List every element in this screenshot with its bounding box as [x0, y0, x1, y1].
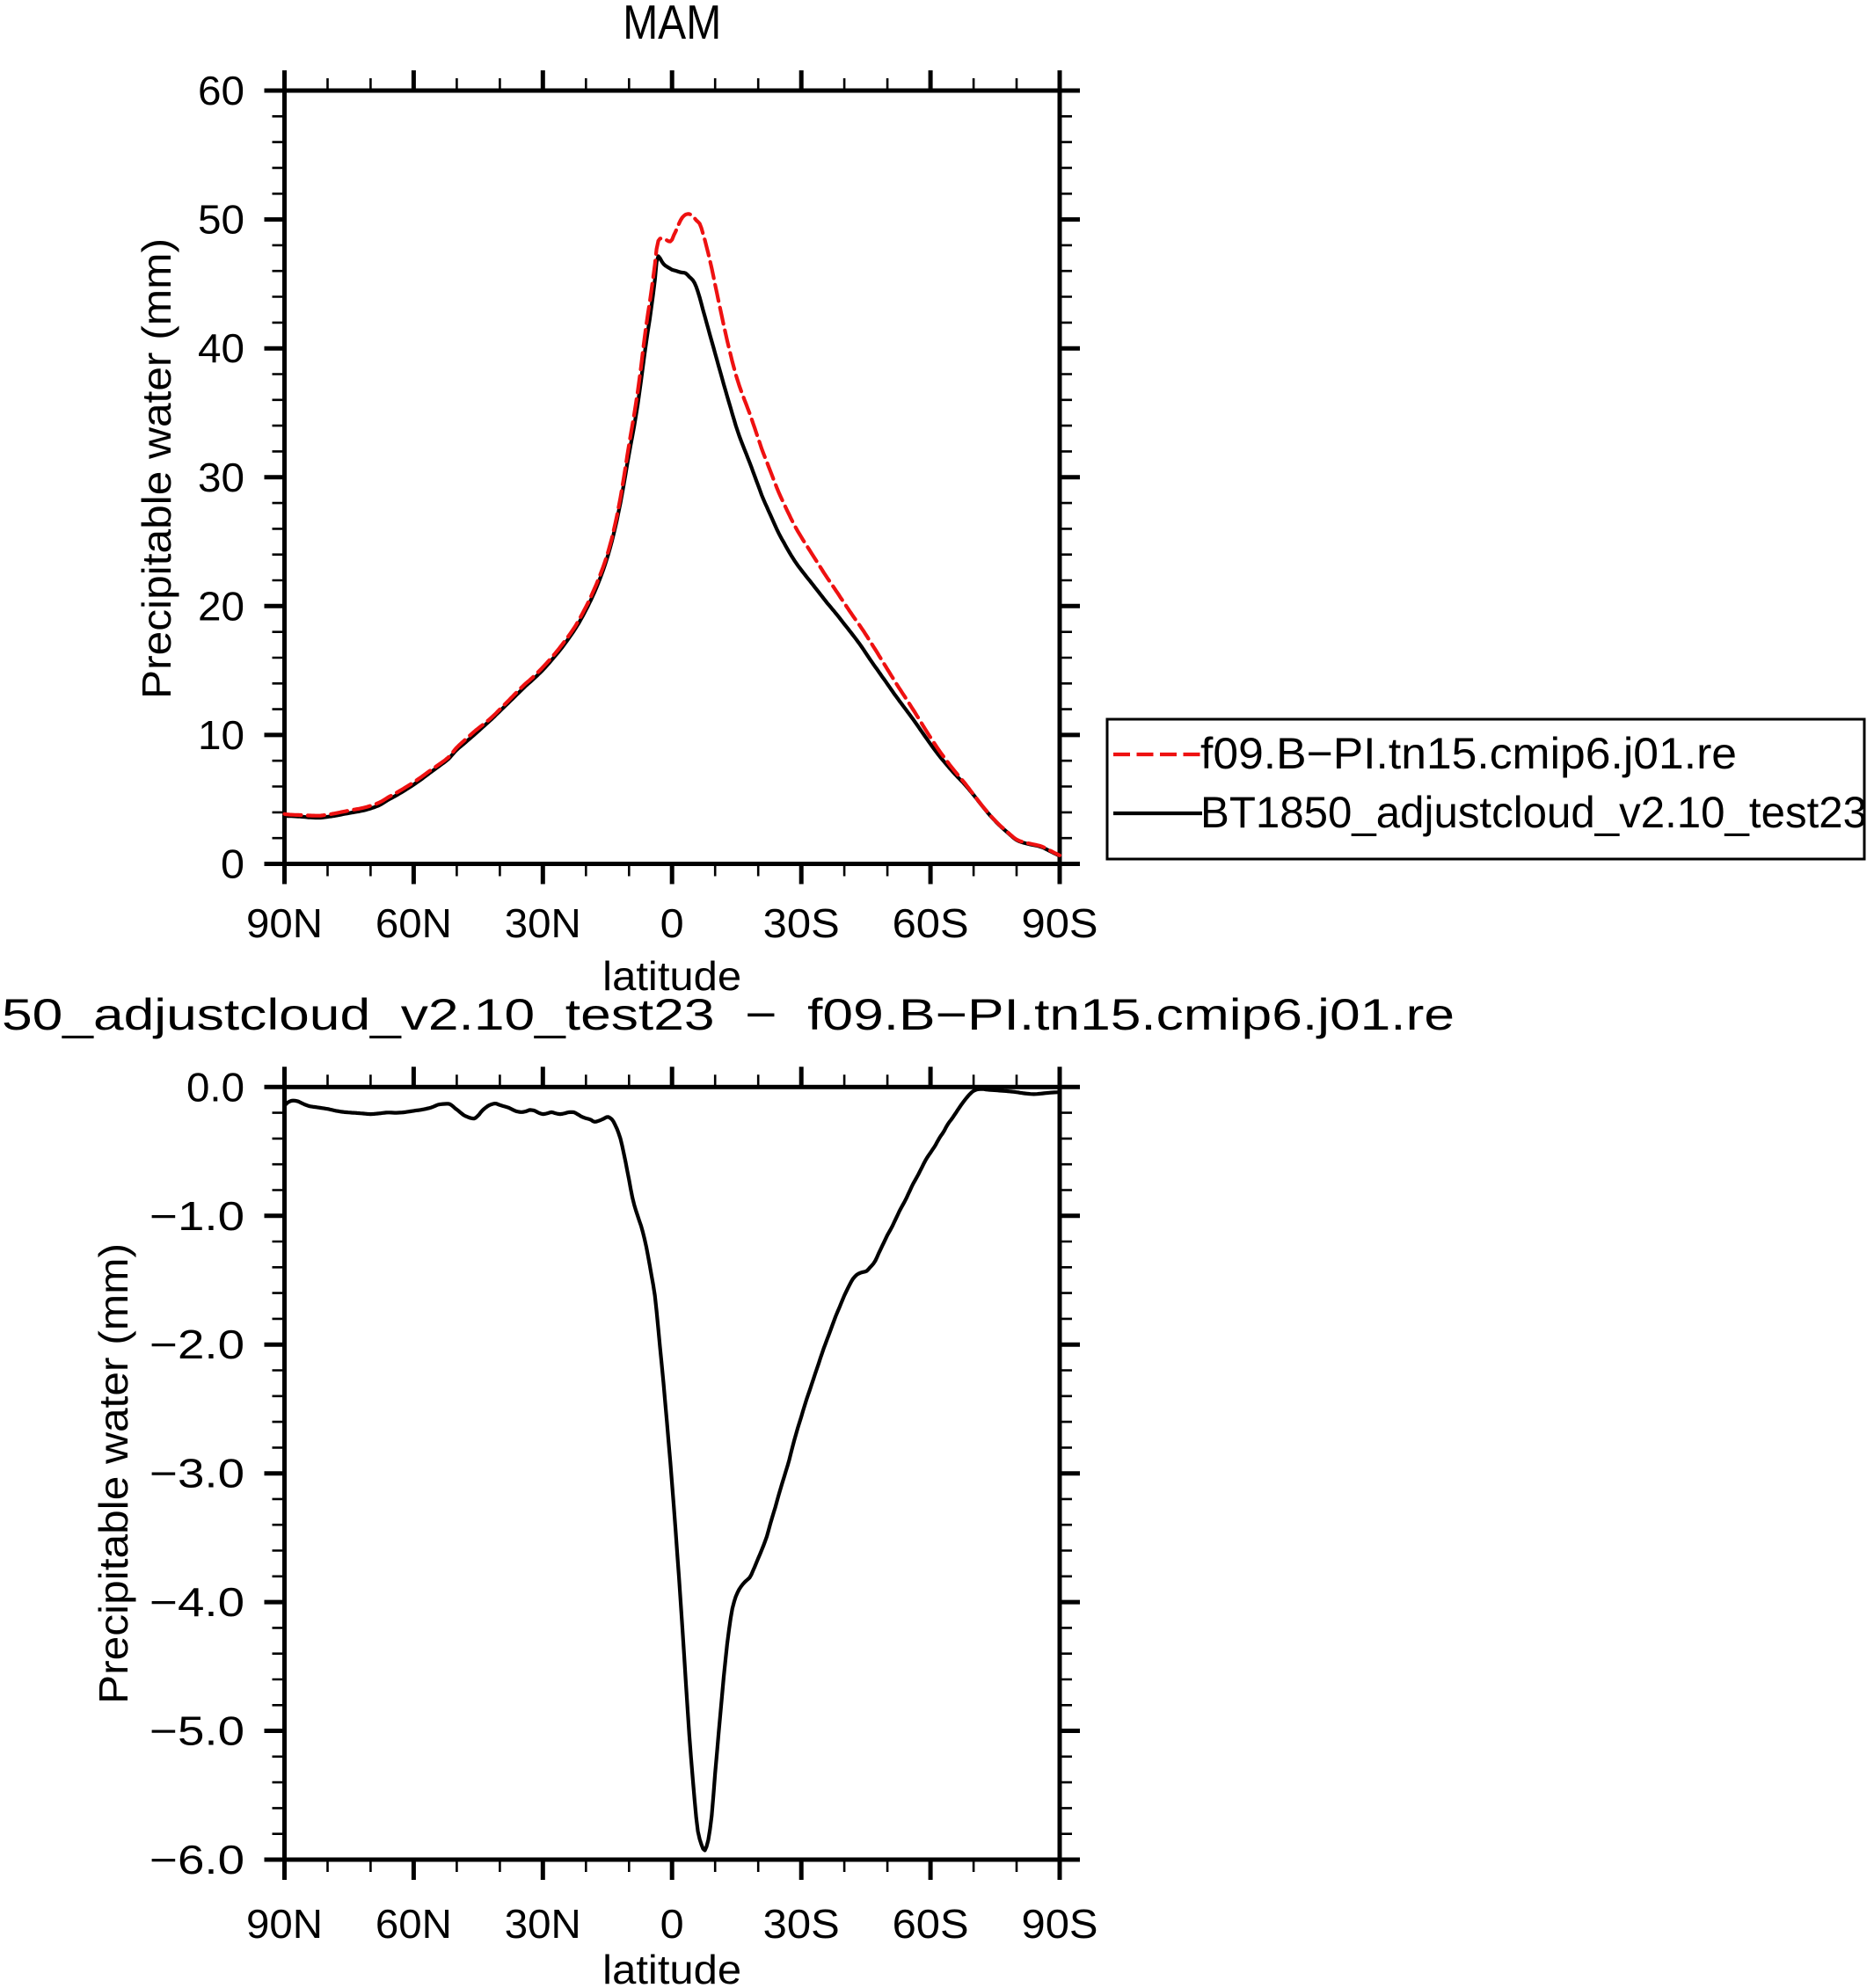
svg-text:Precipitable water (mm): Precipitable water (mm) [91, 1243, 136, 1704]
svg-text:f09.B−PI.tn15.cmip6.j01.re: f09.B−PI.tn15.cmip6.j01.re [1200, 729, 1737, 778]
svg-text:30: 30 [198, 455, 244, 500]
svg-text:0.0: 0.0 [186, 1064, 244, 1110]
svg-text:40: 40 [198, 325, 244, 371]
svg-text:20: 20 [198, 583, 244, 629]
svg-text:50_adjustcloud_v2.10_test23 −: 50_adjustcloud_v2.10_test23 − f09.B−PI.t… [2, 990, 1455, 1039]
svg-text:−4.0: −4.0 [149, 1579, 244, 1625]
svg-text:latitude: latitude [602, 953, 741, 999]
svg-text:BT1850_adjustcloud_v2.10_test2: BT1850_adjustcloud_v2.10_test23 [1200, 788, 1867, 837]
svg-text:90N: 90N [246, 900, 323, 946]
svg-text:latitude: latitude [602, 1947, 741, 1988]
svg-text:60S: 60S [893, 1901, 969, 1947]
svg-text:0: 0 [221, 841, 244, 887]
svg-text:90S: 90S [1022, 1901, 1098, 1947]
svg-text:−6.0: −6.0 [149, 1837, 244, 1882]
svg-text:30N: 30N [505, 1901, 581, 1947]
svg-text:90N: 90N [246, 1901, 323, 1947]
svg-text:0: 0 [660, 900, 684, 946]
svg-text:30N: 30N [505, 900, 581, 946]
svg-text:−2.0: −2.0 [149, 1322, 244, 1367]
svg-text:30S: 30S [763, 1901, 840, 1947]
svg-text:−3.0: −3.0 [149, 1451, 244, 1496]
svg-text:60N: 60N [376, 1901, 452, 1947]
svg-text:−1.0: −1.0 [149, 1193, 244, 1239]
svg-text:60N: 60N [376, 900, 452, 946]
svg-text:Precipitable water (mm): Precipitable water (mm) [134, 238, 179, 699]
svg-text:60: 60 [198, 68, 244, 113]
svg-text:−5.0: −5.0 [149, 1708, 244, 1754]
svg-text:10: 10 [198, 712, 244, 758]
svg-text:MAM: MAM [623, 0, 721, 49]
svg-text:0: 0 [660, 1901, 684, 1947]
svg-text:30S: 30S [763, 900, 840, 946]
svg-text:60S: 60S [893, 900, 969, 946]
svg-text:50: 50 [198, 197, 244, 243]
svg-text:90S: 90S [1022, 900, 1098, 946]
